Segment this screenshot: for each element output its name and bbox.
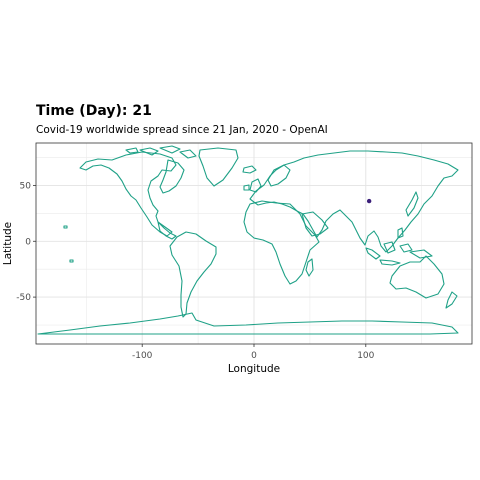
y-tick-label: 0: [25, 237, 31, 247]
japan-outline: [405, 191, 419, 217]
x-tick-label: -100: [132, 351, 153, 361]
case-point: [366, 198, 372, 204]
iceland-outline: [242, 165, 257, 174]
africa-outline: [243, 200, 320, 285]
grid-lines: [36, 143, 472, 344]
new-zealand-outline: [445, 291, 458, 309]
x-tick-label: 0: [251, 351, 257, 361]
madagascar-outline: [305, 258, 314, 277]
maritime-southeast-asia-outline: [365, 227, 433, 266]
y-tick-label: -50: [16, 293, 31, 303]
antarctica-outline: [37, 312, 459, 335]
australia-outline: [389, 255, 445, 299]
south-america-outline: [169, 231, 217, 318]
case-points: [366, 198, 372, 204]
north-america-outline: [79, 151, 185, 237]
central-america-outline: [157, 221, 177, 240]
x-tick-label: 100: [357, 351, 374, 361]
chart-subtitle: Covid-19 worldwide spread since 21 Jan, …: [36, 124, 328, 136]
arabia-outline: [301, 211, 329, 237]
scandinavia-outline: [267, 164, 291, 187]
chart-title: Time (Day): 21: [36, 103, 152, 119]
british-isles-outline: [243, 178, 262, 193]
greenland-outline: [198, 147, 239, 187]
y-tick-label: 50: [20, 181, 32, 191]
pacific-islands-outline: [63, 225, 74, 263]
x-axis-label: Longitude: [228, 363, 280, 375]
landmass-outlines: [37, 145, 459, 335]
x-axis-ticks: -100 0 100: [132, 344, 375, 361]
canadian-archipelago-outline: [125, 145, 197, 159]
y-axis-ticks: -50 0 50: [16, 181, 36, 303]
y-axis-label: Latitude: [2, 222, 14, 265]
